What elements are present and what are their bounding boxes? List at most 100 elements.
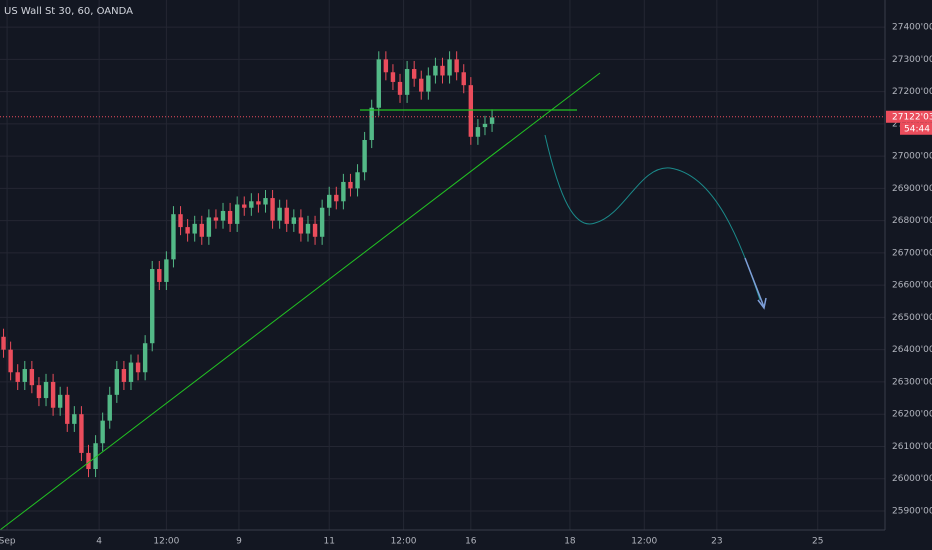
candle-body <box>150 269 155 344</box>
candle-body <box>50 381 56 408</box>
candle-body <box>270 198 275 221</box>
axes: 25900'00 26000'00 26100'00 26200'00 26300'00… <box>0 23 932 547</box>
candle-body <box>249 201 254 208</box>
candle-body <box>327 194 332 208</box>
chart-title: US Wall St 30, 60, OANDA <box>4 6 133 17</box>
candle-body <box>482 123 488 128</box>
countdown-box <box>900 122 932 135</box>
candle-body <box>157 269 162 282</box>
x-tick-label: 12:00 <box>153 537 179 547</box>
candle-body <box>234 204 240 224</box>
candle-body <box>369 107 374 140</box>
candle-body <box>376 59 381 108</box>
candle-body <box>128 362 134 382</box>
x-tick-label: 9 <box>236 537 242 547</box>
x-tick-label: Sep <box>0 537 16 547</box>
y-tick-label: 26300'00 <box>892 377 932 387</box>
y-tick-label: 26600'00 <box>892 281 932 291</box>
candle-body <box>93 443 98 470</box>
candle-body <box>454 59 459 73</box>
candle-body <box>142 343 148 373</box>
candle-body <box>263 198 268 205</box>
candle-body <box>72 414 77 424</box>
y-tick-label: 27200'00 <box>892 87 932 97</box>
candle-body <box>164 259 169 282</box>
candle-body <box>107 394 112 421</box>
candle-body <box>43 381 49 399</box>
y-tick-label: 26400'00 <box>892 345 932 355</box>
candle-body <box>419 78 424 92</box>
candle-body <box>256 201 261 205</box>
candle-body <box>185 227 190 234</box>
candles <box>0 51 885 478</box>
candle-body <box>298 217 304 234</box>
x-tick-label: 12:00 <box>391 537 417 547</box>
candle-body <box>206 217 212 237</box>
drawings <box>0 72 767 531</box>
candle-body <box>100 420 105 444</box>
candle-body <box>312 223 318 237</box>
candle-body <box>468 85 474 137</box>
candle-body <box>348 181 353 189</box>
candle-body <box>341 181 346 202</box>
y-tick-label: 26200'00 <box>892 410 932 420</box>
candle-body <box>227 210 233 224</box>
last-price-label: 27122'03 <box>892 112 932 122</box>
candle-body <box>390 72 396 82</box>
candle-body <box>305 223 311 234</box>
x-tick-label: 4 <box>96 537 102 547</box>
candle-body <box>447 59 452 76</box>
candle-body <box>220 210 226 221</box>
candle-body <box>404 69 410 95</box>
y-tick-label: 26100'00 <box>892 442 932 452</box>
candle-body <box>440 65 445 76</box>
candle-body <box>291 217 297 224</box>
candle-body <box>461 72 466 86</box>
grid <box>0 0 885 530</box>
candle-body <box>242 204 247 208</box>
candle-body <box>362 140 367 173</box>
candle-body <box>57 394 63 408</box>
arrow-head <box>757 297 767 310</box>
candle-body <box>114 369 120 395</box>
candle-body <box>15 372 20 382</box>
y-tick-label: 26700'00 <box>892 248 932 258</box>
y-tick-label: 26900'00 <box>892 184 932 194</box>
y-tick-label: 26500'00 <box>892 313 932 323</box>
candle-body <box>29 369 35 386</box>
candle-body <box>284 207 289 224</box>
candle-body <box>121 369 127 382</box>
candle-body <box>36 385 42 399</box>
candle-body <box>1 336 6 350</box>
candle-body <box>277 207 282 221</box>
candle-body <box>8 349 13 373</box>
trend-line <box>0 72 601 531</box>
last-price-box <box>886 110 932 123</box>
arrow-line <box>744 257 765 308</box>
candle-body <box>86 452 91 470</box>
y-tick-label: 27000'00 <box>892 152 932 162</box>
y-tick-label: 25900'00 <box>892 506 932 516</box>
candle-body <box>192 223 197 234</box>
candle-body <box>199 223 204 237</box>
candle-body <box>383 59 389 73</box>
candle-body <box>411 69 417 79</box>
y-tick-label: 26800'00 <box>892 216 932 226</box>
y-tick-label: 26000'00 <box>892 474 932 484</box>
candle-body <box>213 217 219 221</box>
x-tick-label: 25 <box>812 537 823 547</box>
candle-body <box>65 394 70 424</box>
candle-body <box>178 214 183 228</box>
candle-body <box>433 65 438 76</box>
candle-body <box>426 75 431 92</box>
candle-body <box>355 172 360 189</box>
x-tick-label: 23 <box>711 537 722 547</box>
x-tick-label: 11 <box>323 537 334 547</box>
projection-curve <box>544 134 761 301</box>
countdown-label: 54:44 <box>904 124 930 134</box>
candle-body <box>489 117 495 124</box>
y-tick-label: 27400'00 <box>892 23 932 33</box>
x-tick-label: 18 <box>564 537 576 547</box>
candle-body <box>22 369 27 382</box>
